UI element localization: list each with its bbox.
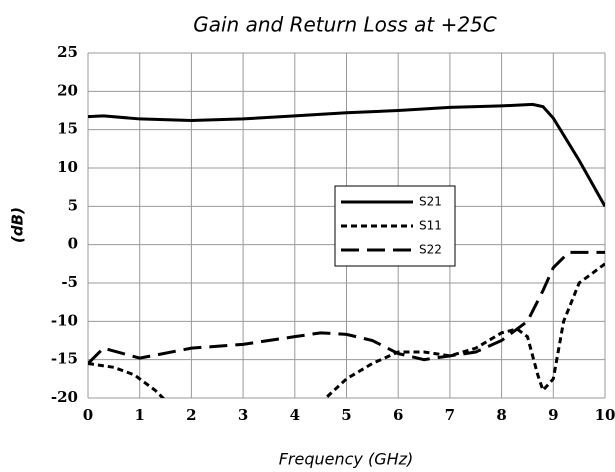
y-tick-label: 15: [57, 120, 78, 138]
x-tick-label: 2: [186, 406, 196, 424]
legend-label: S21: [419, 195, 442, 209]
x-tick-label: 4: [290, 406, 300, 424]
legend-label: S11: [419, 219, 442, 233]
x-tick-label: 7: [445, 406, 455, 424]
y-tick-label: -20: [51, 388, 78, 406]
legend-label: S22: [419, 243, 442, 257]
y-tick-label: -15: [51, 350, 78, 368]
y-tick-label: 25: [57, 43, 78, 61]
y-tick-label: 10: [57, 158, 78, 176]
x-tick-label: 8: [496, 406, 506, 424]
series-line: [88, 262, 605, 398]
chart-title: Gain and Return Loss at +25C: [193, 13, 497, 37]
plot-area: [88, 102, 605, 398]
x-tick-label: 0: [83, 406, 93, 424]
x-tick-label: 3: [238, 406, 248, 424]
y-tick-label: 0: [68, 235, 78, 253]
series-line: [88, 102, 605, 208]
x-axis-label: Frequency (GHz): [279, 450, 414, 469]
x-tick-label: 1: [134, 406, 144, 424]
y-tick-label: 20: [57, 81, 78, 99]
y-tick-label: -10: [51, 311, 78, 329]
x-tick-label: 9: [548, 406, 558, 424]
y-tick-label: 5: [68, 196, 78, 214]
y-axis-label: (dB): [9, 207, 27, 243]
y-tick-label: -5: [61, 273, 78, 291]
series-line: [88, 250, 605, 365]
x-tick-label: 5: [341, 406, 351, 424]
x-tick-label: 6: [393, 406, 403, 424]
x-tick-label: 10: [595, 406, 615, 424]
